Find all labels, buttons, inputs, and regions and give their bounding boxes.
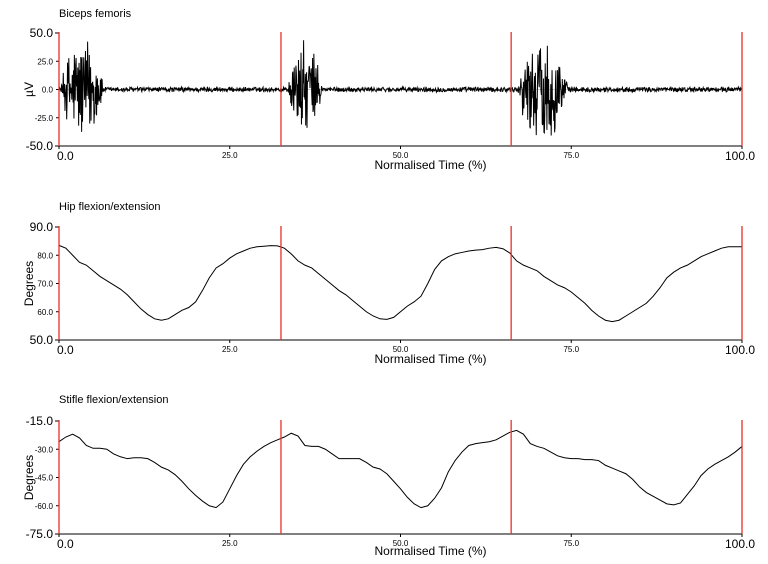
y-tick-label: 50.0: [30, 26, 54, 40]
x-tick-label: 100.0: [725, 149, 755, 163]
x-tick-label: 25.0: [222, 539, 238, 548]
y-tick-label: 50.0: [30, 333, 54, 347]
y-tick-label: 80.0: [37, 251, 53, 260]
y-tick-label: -75.0: [26, 527, 54, 541]
y-axis-label: Degrees: [22, 261, 36, 306]
x-tick-label: 0.0: [57, 149, 74, 163]
x-tick-label: 75.0: [563, 151, 579, 160]
y-tick-label: -50.0: [26, 139, 54, 153]
x-tick-label: 50.0: [393, 151, 409, 160]
series-line: [58, 244, 742, 323]
x-tick-label: 25.0: [222, 345, 238, 354]
stifle-panel: Stifle flexion/extension Degrees Normali…: [22, 394, 755, 558]
x-tick-label: 100.0: [725, 343, 755, 357]
x-tick-label: 0.0: [57, 343, 74, 357]
x-axis-label: Normalised Time (%): [374, 158, 486, 172]
x-tick-label: 25.0: [222, 151, 238, 160]
x-tick-label: 75.0: [563, 539, 579, 548]
y-axis-label: µV: [22, 82, 36, 97]
chart-title: Biceps femoris: [59, 8, 132, 20]
y-tick-label: 70.0: [37, 280, 53, 289]
y-tick-label: -15.0: [26, 414, 54, 428]
y-tick-label: -60.0: [35, 502, 54, 511]
y-axis-label: Degrees: [22, 455, 36, 500]
x-axis-label: Normalised Time (%): [374, 352, 486, 366]
x-tick-label: 50.0: [393, 345, 409, 354]
x-tick-label: 50.0: [393, 539, 409, 548]
x-axis-label: Normalised Time (%): [374, 544, 486, 558]
x-tick-label: 75.0: [563, 345, 579, 354]
y-tick-label: 0.0: [42, 86, 54, 95]
y-tick-label: -45.0: [35, 474, 54, 483]
series-line: [58, 429, 743, 509]
x-tick-label: 100.0: [725, 537, 755, 551]
y-tick-label: -30.0: [35, 445, 54, 454]
chart-title: Stifle flexion/extension: [59, 394, 168, 406]
y-tick-label: -25.0: [35, 114, 54, 123]
y-tick-label: 60.0: [37, 308, 53, 317]
chart-title: Hip flexion/extension: [59, 201, 161, 213]
y-tick-label: 25.0: [37, 57, 53, 66]
x-tick-label: 0.0: [57, 537, 74, 551]
y-tick-label: 90.0: [30, 220, 54, 234]
series-line: [58, 40, 743, 136]
hip-panel: Hip flexion/extension Degrees Normalised…: [22, 201, 755, 366]
emg-panel-biceps-femoris: Biceps femoris µV Normalised Time (%) 50…: [22, 8, 755, 172]
